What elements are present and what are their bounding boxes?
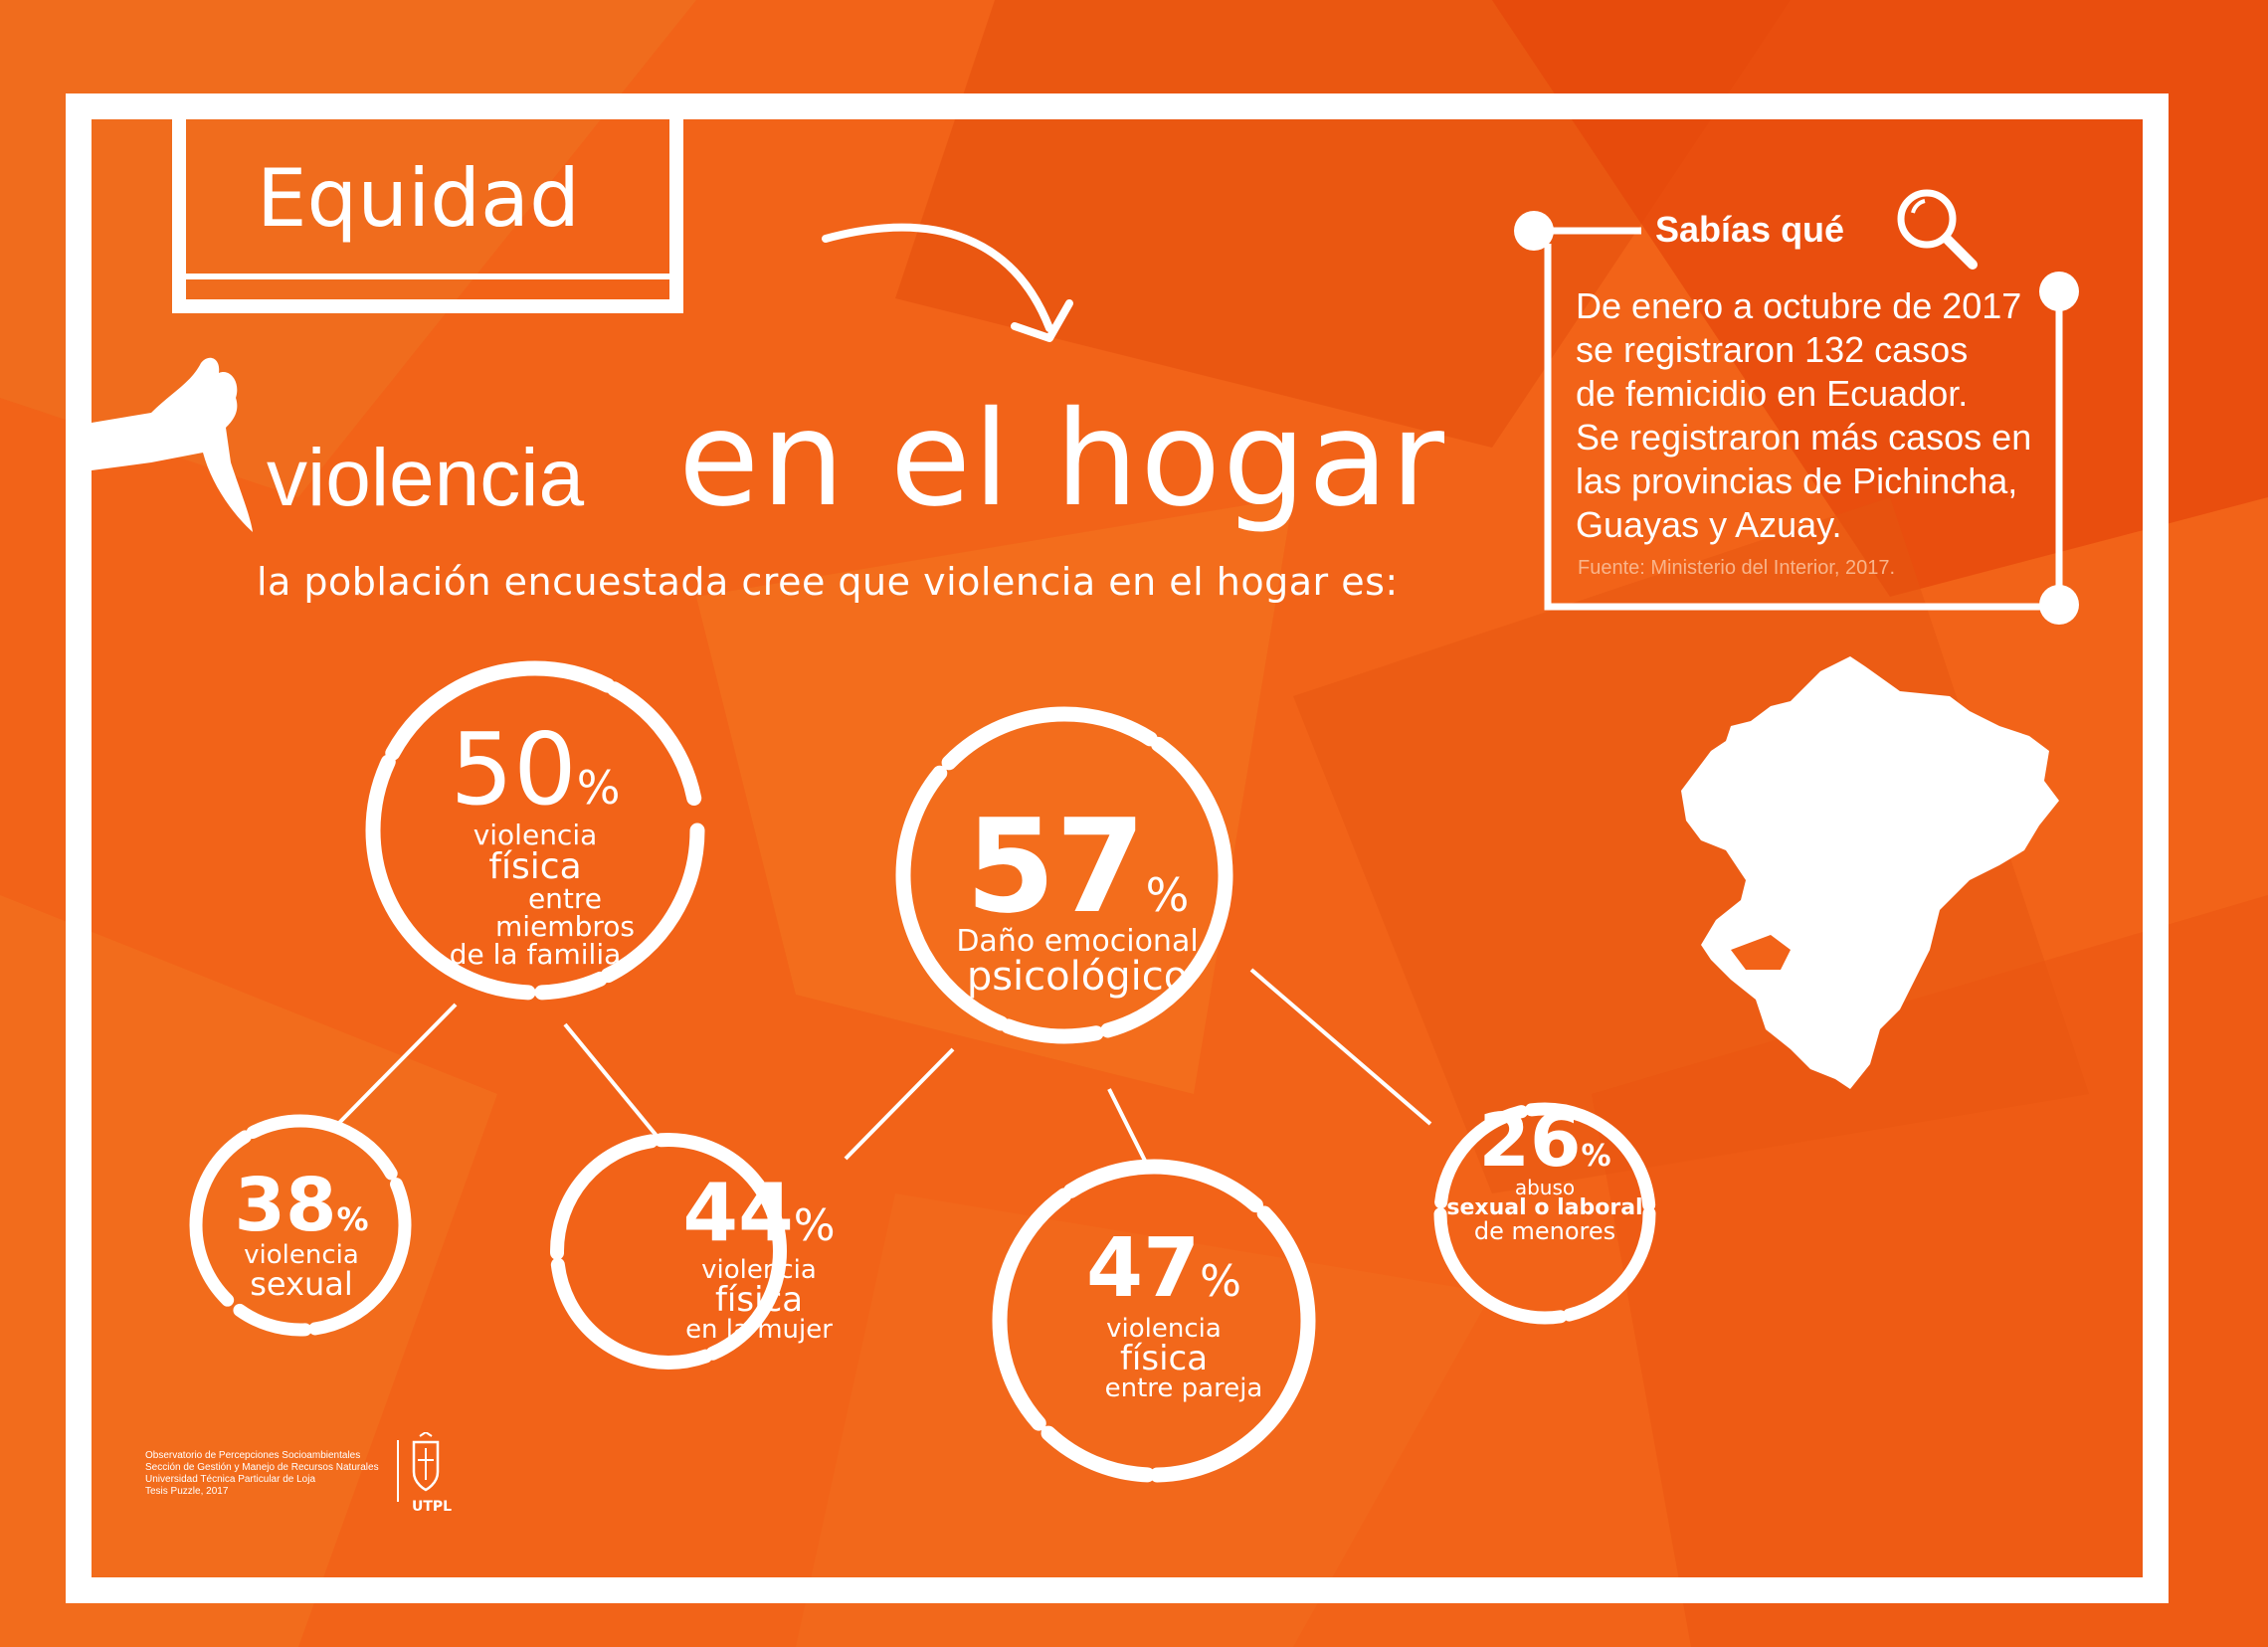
white-frame (66, 93, 2169, 1603)
stat-38: 38% violencia sexual (217, 1169, 386, 1300)
stat-label-1: violencia (244, 1240, 359, 1270)
stat-label-3: en la mujer (685, 1315, 833, 1345)
fact-line: se registraron 132 casos (1576, 329, 1969, 370)
stat-label-2: sexual o laboral (1446, 1195, 1643, 1220)
stat-value: 26 (1478, 1098, 1582, 1184)
stat-26: 26% abuso sexual o laboral de menores (1435, 1104, 1654, 1243)
stat-50: 50% violencia física entre miembros de l… (416, 720, 655, 969)
fact-line: de femicidio en Ecuador. (1576, 373, 1969, 414)
fact-line: las provincias de Pichincha, (1576, 460, 2018, 501)
stat-label-1: abuso (1514, 1176, 1576, 1199)
stat-unit: % (1581, 1139, 1611, 1174)
stat-label-2: física (1119, 1339, 1209, 1378)
sabias-title: Sabías qué (1655, 209, 1845, 250)
footer-credits: Observatorio de Percepciones Socioambien… (145, 1450, 379, 1498)
stat-unit: % (336, 1200, 369, 1238)
stat-label-1: violencia (1106, 1314, 1222, 1344)
stat-label-1: violencia (472, 819, 598, 851)
page-title: Equidad (257, 152, 580, 245)
title-banner (172, 117, 683, 313)
stat-value: 44 (682, 1167, 794, 1259)
stat-label-1: violencia (701, 1255, 817, 1285)
fact-text: De enero a octubre de 2017 se registraro… (1576, 284, 2113, 547)
stat-unit: % (576, 761, 621, 815)
knife-hand-icon (92, 357, 253, 532)
stat-unit: % (1200, 1256, 1241, 1307)
source-note: Fuente: Ministerio del Interior, 2017. (1578, 557, 1896, 579)
stat-value: 57 (965, 791, 1146, 942)
fact-line: Guayas y Azuay. (1576, 504, 1842, 545)
search-icon (1897, 189, 1978, 270)
ecuador-map-icon (1681, 656, 2059, 1089)
sabias-box (1514, 211, 2079, 625)
curved-arrow-icon (822, 223, 1073, 342)
utpl-logo-text: UTPL (412, 1499, 453, 1515)
stat-value: 47 (1086, 1221, 1201, 1316)
stat-label-2: física (714, 1280, 804, 1320)
stat-label-3: entre pareja (1104, 1373, 1263, 1403)
stat-label-2: física (488, 846, 582, 887)
fact-line: De enero a octubre de 2017 (1576, 285, 2022, 326)
stat-label-3: de menores (1473, 1217, 1616, 1245)
utpl-crest-icon (397, 1432, 440, 1502)
fact-line: Se registraron más casos en (1576, 417, 2032, 458)
stat-value: 50 (450, 711, 577, 827)
footer-line: Sección de Gestión y Manejo de Recursos … (145, 1462, 379, 1473)
headline-en-el-hogar: en el hogar (678, 383, 1447, 536)
stat-label-2: psicológico (966, 954, 1189, 1000)
stat-label-3: entre miembros (495, 882, 635, 943)
stat-label-2: sexual (250, 1265, 353, 1303)
stat-unit: % (793, 1200, 836, 1251)
headline-violencia: violencia (267, 433, 585, 523)
stat-57: 57% Daño emocional psicológico (943, 802, 1212, 997)
stat-unit: % (1145, 868, 1190, 922)
stat-label-1: Daño emocional (956, 924, 1199, 959)
footer-line: Universidad Técnica Particular de Loja (145, 1474, 316, 1485)
footer-line: Observatorio de Percepciones Socioambien… (145, 1450, 361, 1461)
stat-47: 47% violencia física entre pareja (1059, 1228, 1268, 1403)
stat-44: 44% violencia física en la mujer (655, 1174, 863, 1345)
stat-label-4: de la familia (449, 938, 622, 971)
subtitle: la población encuestada cree que violenc… (257, 560, 1399, 604)
stat-value: 38 (234, 1163, 337, 1248)
footer-line: Tesis Puzzle, 2017 (145, 1486, 229, 1497)
